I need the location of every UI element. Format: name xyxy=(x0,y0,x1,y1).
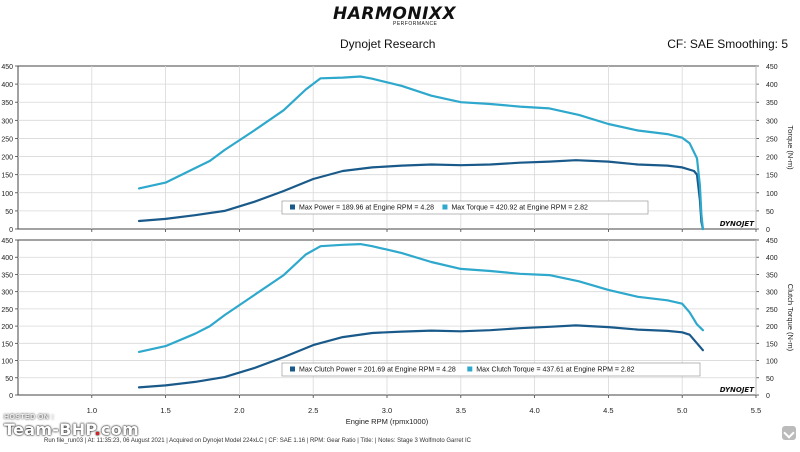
y-tick-label-right: 250 xyxy=(766,136,778,143)
x-tick-label: 5.0 xyxy=(677,406,687,415)
legend-entry: Max Power = 189.96 at Engine RPM = 4.28 xyxy=(299,205,434,212)
x-tick-label: 1.5 xyxy=(160,406,170,415)
legend-box xyxy=(281,200,649,215)
y-tick-label-left: 50 xyxy=(5,376,13,383)
series-line-clutch-power xyxy=(137,324,705,389)
y-tick-label-left: 0 xyxy=(9,393,13,400)
watermark-dot: . xyxy=(94,420,101,439)
y-tick-label-left: 250 xyxy=(1,307,13,314)
chart-header-title: Dynojet Research xyxy=(340,37,436,51)
correction-factor-label: CF: SAE Smoothing: 5 xyxy=(667,37,788,51)
y-tick-label-left: 350 xyxy=(1,100,13,107)
legend: Max Power = 189.96 at Engine RPM = 4.28 M… xyxy=(281,200,649,215)
legend-swatch xyxy=(442,204,448,210)
y-tick-label-right: 50 xyxy=(766,209,774,216)
y-tick-label-left: 100 xyxy=(1,191,13,198)
legend-entry: Max Clutch Torque = 437.61 at Engine RPM… xyxy=(476,367,634,374)
y-tick-label-left: 400 xyxy=(1,82,13,89)
y-tick-label-left: 300 xyxy=(1,118,13,125)
y-tick-label-right: 300 xyxy=(766,118,778,125)
y-tick-label-right: 100 xyxy=(766,191,778,198)
chart-panel-2: 0 0 50 50 100 100 150 150 200 200 250 250 300 300 350 3… xyxy=(1,238,795,426)
x-tick-label: 4.5 xyxy=(603,406,613,415)
hosted-on-label: HOSTED ON : xyxy=(4,414,55,421)
chart-panel-1: 0 0 50 50 100 100 150 150 200 200 250 250 300 300 350 3… xyxy=(1,64,795,234)
y-tick-label-left: 450 xyxy=(1,238,13,245)
run-info-footer: Run file_run03 | At: 11:35:23, 06 August… xyxy=(44,438,472,444)
dynojet-brand-label: DYNOJET xyxy=(720,220,756,228)
y-tick-label-right: 50 xyxy=(766,376,774,383)
y-tick-label-right: 100 xyxy=(766,359,778,366)
watermark-tld: com xyxy=(100,420,139,439)
x-tick-label: 3.0 xyxy=(382,406,392,415)
y-tick-label-right: 350 xyxy=(766,100,778,107)
expand-icon[interactable] xyxy=(782,426,796,440)
y-tick-label-left: 300 xyxy=(1,290,13,297)
y-tick-label-right: 200 xyxy=(766,324,778,331)
y-tick-label-right: 200 xyxy=(766,155,778,162)
y-axis-label-right: Clutch Torque (N-m) xyxy=(786,284,795,352)
x-tick-label: 2.0 xyxy=(234,406,244,415)
logo-subtext: PERFORMANCE xyxy=(393,21,438,27)
y-tick-label-left: 150 xyxy=(1,173,13,180)
legend-box xyxy=(281,362,701,377)
x-tick-label: 1.0 xyxy=(87,406,97,415)
series-line-power xyxy=(137,159,705,231)
y-axis-label-right: Torque (N-m) xyxy=(786,125,795,170)
y-tick-label-left: 200 xyxy=(1,155,13,162)
y-tick-label-right: 0 xyxy=(766,393,770,400)
legend-swatch xyxy=(467,366,473,372)
y-tick-label-right: 400 xyxy=(766,255,778,262)
watermark-main: Team-BHP xyxy=(4,420,95,439)
y-tick-label-left: 100 xyxy=(1,359,13,366)
legend-entry: Max Clutch Power = 201.69 at Engine RPM … xyxy=(299,367,456,374)
y-tick-label-left: 0 xyxy=(9,227,13,234)
team-bhp-watermark: Team-BHP.com xyxy=(4,420,139,439)
y-tick-label-right: 350 xyxy=(766,272,778,279)
y-tick-label-left: 150 xyxy=(1,341,13,348)
x-tick-label: 2.5 xyxy=(308,406,318,415)
y-tick-label-left: 50 xyxy=(5,209,13,216)
y-tick-label-left: 200 xyxy=(1,324,13,331)
y-tick-label-left: 250 xyxy=(1,136,13,143)
y-tick-label-right: 150 xyxy=(766,341,778,348)
y-tick-label-right: 300 xyxy=(766,290,778,297)
y-tick-label-left: 400 xyxy=(1,255,13,262)
legend-entry: Max Torque = 420.92 at Engine RPM = 2.82 xyxy=(451,205,588,212)
legend-swatch xyxy=(290,204,295,210)
x-tick-label: 4.0 xyxy=(529,406,539,415)
dynojet-brand-label: DYNOJET xyxy=(720,386,756,394)
x-tick-label: 3.5 xyxy=(456,406,466,415)
series-line-clutch-torque xyxy=(137,243,705,353)
x-tick-label: 5.5 xyxy=(751,406,761,415)
legend: Max Clutch Power = 201.69 at Engine RPM … xyxy=(281,362,701,377)
harmonixx-logo: HARMONIXX PERFORMANCE xyxy=(333,3,457,29)
x-axis-label: Engine RPM (rpmx1000) xyxy=(346,417,429,426)
y-tick-label-right: 150 xyxy=(766,173,778,180)
y-tick-label-right: 0 xyxy=(766,227,770,234)
series-line-torque xyxy=(137,75,705,231)
logo-text: HARMONIXX xyxy=(333,4,457,24)
y-tick-label-left: 450 xyxy=(1,64,13,71)
y-tick-label-right: 450 xyxy=(766,64,778,71)
y-tick-label-left: 350 xyxy=(1,272,13,279)
y-tick-label-right: 250 xyxy=(766,307,778,314)
legend-swatch xyxy=(290,366,295,372)
y-tick-label-right: 400 xyxy=(766,82,778,89)
y-tick-label-right: 450 xyxy=(766,238,778,245)
